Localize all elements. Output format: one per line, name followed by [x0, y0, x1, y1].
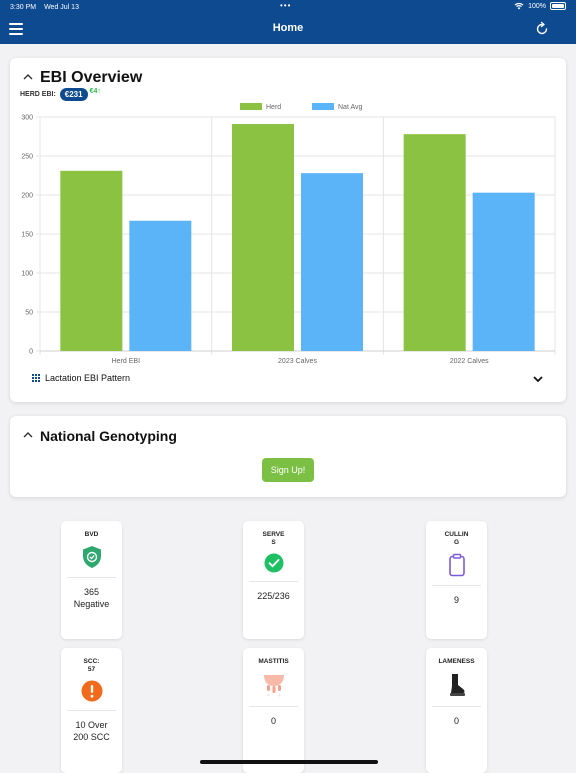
x-tick-label: Herd EBI [112, 358, 140, 365]
bar [301, 173, 363, 351]
lameness-tile[interactable]: LAMENESS 0 [426, 648, 487, 773]
mastitis-tile[interactable]: MASTITIS 0 [243, 648, 304, 773]
legend-label: Herd [266, 104, 281, 111]
herd-ebi-delta: €4↑ [89, 88, 101, 95]
divider [249, 706, 298, 707]
alert-circle-icon [81, 680, 102, 702]
tile-value: 0 [270, 716, 276, 726]
y-tick-label: 150 [21, 232, 33, 239]
check-circle-icon [264, 553, 283, 573]
tile-value: 9 [453, 595, 459, 605]
tile-label: LAMENESS [438, 658, 475, 665]
tile-value: 10 Over 200 SCC [73, 720, 110, 742]
culling-tile[interactable]: CULLING 9 [426, 521, 487, 639]
home-indicator[interactable] [200, 760, 378, 764]
herd-ebi-label: HERD EBI: [20, 91, 56, 98]
status-date: Wed Jul 13 [44, 3, 79, 11]
y-tick-label: 300 [21, 115, 33, 122]
status-bar: 3:30 PM Wed Jul 13 ••• 100% [0, 0, 576, 14]
tile-label: CULLING [444, 531, 469, 546]
legend-swatch [312, 103, 334, 110]
lactation-ebi-toggle[interactable]: Lactation EBI Pattern [32, 373, 130, 383]
y-tick-label: 200 [21, 193, 33, 200]
divider [432, 706, 481, 707]
sign-up-button[interactable]: Sign Up! [262, 458, 314, 482]
udder-icon [263, 675, 284, 697]
legend-label: Nat Avg [338, 104, 362, 111]
bar [60, 170, 123, 351]
status-right: 100% [514, 2, 566, 10]
y-tick-label: 50 [25, 310, 33, 317]
status-dots: ••• [280, 1, 292, 10]
tile-value: 0 [453, 716, 459, 726]
hamburger-icon[interactable] [9, 23, 23, 35]
y-tick-label: 250 [21, 154, 33, 161]
legend-swatch [240, 103, 262, 110]
scc-tile[interactable]: SCC: 57 10 Over 200 SCC [61, 648, 122, 773]
grid-icon [32, 373, 41, 383]
hoof-icon [449, 674, 465, 696]
shield-check-icon [82, 546, 101, 568]
bar [129, 220, 192, 351]
page-title: Home [272, 22, 304, 34]
divider [432, 585, 481, 586]
y-tick-label: 0 [29, 349, 33, 356]
chevron-down-icon[interactable] [532, 374, 544, 384]
national-genotyping-card: National Genotyping Sign Up! [10, 416, 566, 497]
battery-icon [550, 2, 566, 10]
divider [67, 577, 116, 578]
nav-bar: Home [0, 14, 576, 44]
bar [472, 192, 535, 351]
genotyping-title: National Genotyping [40, 428, 177, 444]
y-tick-label: 100 [21, 271, 33, 278]
bar [403, 134, 466, 351]
ebi-overview-title: EBI Overview [40, 69, 143, 86]
chevron-up-icon[interactable] [23, 430, 33, 440]
tile-label: SERVES [262, 531, 285, 546]
tile-label: SCC: 57 [83, 658, 100, 673]
refresh-icon[interactable] [534, 21, 550, 37]
clipboard-icon [448, 553, 465, 577]
herd-ebi-value: €231 [59, 88, 88, 101]
battery-percent: 100% [528, 2, 546, 10]
ebi-bar-chart: Herd Nat Avg 0 50 100 150 200 250 300 Herd EBI 202… [21, 103, 556, 365]
chevron-up-icon[interactable] [23, 72, 33, 82]
serves-tile[interactable]: SERVES 225/236 [243, 521, 304, 639]
status-time: 3:30 PM [10, 3, 37, 11]
x-tick-label: 2022 Calves [450, 358, 489, 365]
ebi-overview-card: EBI Overview HERD EBI: €231 €4↑ Herd Nat … [10, 58, 566, 402]
divider [67, 710, 116, 711]
tile-value: 225/236 [257, 591, 290, 601]
divider [249, 581, 298, 582]
tile-value: 365 Negative [73, 587, 110, 609]
wifi-icon [514, 2, 524, 10]
bvd-tile[interactable]: BVD 365 Negative [61, 521, 122, 639]
herd-ebi-row: HERD EBI: €231 €4↑ [20, 88, 101, 101]
tile-label: BVD [84, 531, 99, 538]
lactation-label: Lactation EBI Pattern [45, 373, 131, 383]
bar [232, 124, 294, 351]
x-tick-label: 2023 Calves [278, 358, 317, 365]
tile-label: MASTITIS [258, 658, 289, 665]
